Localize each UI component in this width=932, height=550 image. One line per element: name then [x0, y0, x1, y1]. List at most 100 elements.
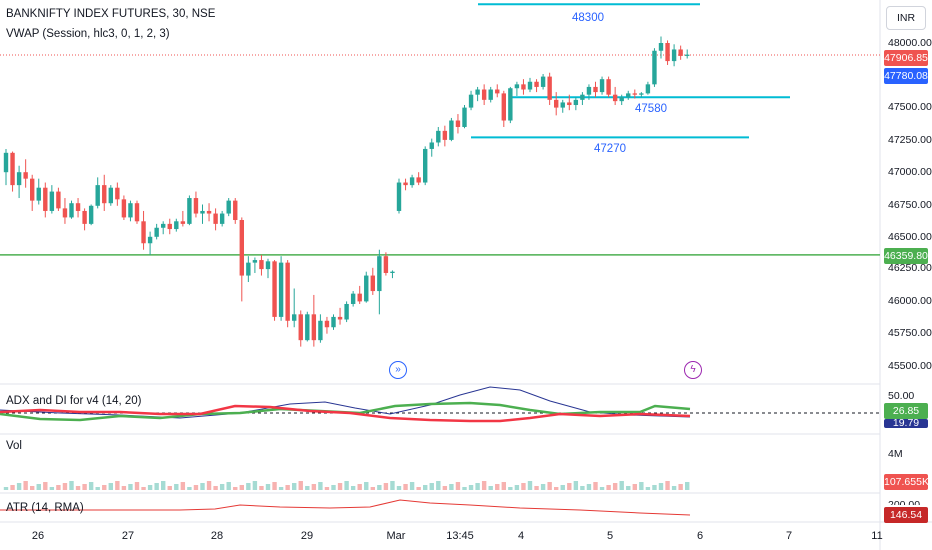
volume-bar	[606, 485, 611, 490]
volume-bar	[147, 485, 153, 490]
volume-bar	[534, 486, 539, 490]
candle-body	[423, 148, 428, 183]
lightning-event-icon[interactable]: ϟ	[684, 361, 702, 379]
price-tick: 46250.00	[888, 262, 932, 274]
adx-tick: 50.00	[888, 390, 915, 402]
volume-bar	[455, 482, 461, 490]
volume-bar	[508, 487, 513, 490]
volume-bar	[468, 485, 474, 490]
volume-bar	[567, 483, 572, 490]
level-47270-label[interactable]: 47270	[594, 143, 626, 155]
volume-bar	[357, 484, 362, 490]
candle-body	[508, 88, 513, 121]
time-label: 26	[31, 530, 45, 542]
volume-bar	[16, 483, 22, 490]
volume-bar	[82, 484, 87, 490]
time-label: 27	[121, 530, 135, 542]
candle-body	[652, 50, 657, 85]
volume-bar	[527, 481, 533, 490]
candle-body	[350, 293, 356, 304]
atr-indicator-label[interactable]: ATR (14, RMA)	[6, 502, 84, 514]
candle-body	[455, 120, 461, 127]
volume-bar	[619, 481, 624, 490]
volume-bar	[298, 481, 303, 490]
candle-body	[468, 94, 474, 108]
symbol-title[interactable]: BANKNIFTY INDEX FUTURES, 30, NSE	[6, 8, 216, 20]
volume-bar	[311, 484, 317, 490]
volume-bar	[429, 483, 434, 490]
volume-bar	[626, 486, 631, 490]
vwap-indicator-label[interactable]: VWAP (Session, hlc3, 0, 1, 2, 3)	[6, 28, 170, 40]
volume-bar	[442, 486, 448, 490]
volume-bar	[462, 487, 467, 490]
candle-body	[121, 199, 127, 218]
candle-body	[586, 86, 592, 95]
time-label: 7	[785, 530, 793, 542]
candle-body	[560, 102, 565, 108]
candle-body	[233, 200, 238, 221]
candle-body	[599, 79, 605, 93]
volume-bar	[521, 483, 526, 490]
volume-bar	[134, 482, 140, 490]
volume-bar	[56, 485, 61, 490]
volume-bar	[364, 482, 369, 490]
candle-body	[462, 107, 467, 127]
volume-bar	[337, 483, 343, 490]
candle-body	[95, 185, 100, 206]
atr-tick: 200.00	[888, 499, 921, 505]
volume-bar	[573, 481, 579, 490]
candle-body	[527, 81, 533, 90]
volume-bar	[423, 485, 428, 490]
volume-bar	[409, 482, 415, 490]
price-tick: 46750.00	[888, 199, 932, 211]
volume-bar	[554, 487, 559, 490]
volume-pane	[3, 481, 690, 490]
candle-body	[481, 89, 487, 100]
candle-body	[436, 130, 441, 143]
volume-bar	[324, 487, 330, 490]
volume-bar	[612, 483, 618, 490]
candle-body	[259, 260, 264, 270]
volume-bar	[115, 481, 120, 490]
price-tick: 47500.00	[888, 101, 932, 113]
candle-body	[88, 205, 94, 224]
candle-body	[521, 84, 526, 90]
candle-body	[573, 99, 579, 106]
level-48300-label[interactable]: 48300	[572, 12, 604, 24]
volume-indicator-label[interactable]: Vol	[6, 440, 22, 452]
hline-price-badge: 46359.80	[884, 248, 928, 264]
volume-bar	[416, 487, 421, 490]
volume-bar	[292, 483, 297, 490]
candle-body	[108, 187, 113, 204]
candle-body	[344, 303, 349, 320]
price-tick: 47250.00	[888, 134, 932, 146]
volume-bar	[632, 484, 637, 490]
candle-body	[16, 172, 22, 186]
candle-body	[292, 314, 297, 321]
volume-bar	[69, 481, 74, 490]
time-label: 28	[210, 530, 224, 542]
candle-body	[56, 191, 61, 209]
volume-bar	[501, 482, 506, 490]
volume-bar	[318, 482, 323, 490]
candle-body	[3, 152, 9, 173]
candle-body	[102, 185, 107, 204]
volume-bar	[383, 483, 389, 490]
candle-body	[134, 203, 140, 222]
currency-button[interactable]: INR	[886, 6, 926, 30]
candle-body	[272, 261, 277, 317]
volume-bar	[187, 487, 192, 490]
volume-bar	[436, 481, 441, 490]
candle-body	[69, 203, 74, 218]
volume-bar	[678, 484, 683, 490]
candle-body	[200, 210, 205, 214]
candle-body	[226, 200, 231, 214]
dividend-event-icon[interactable]: »	[389, 361, 407, 379]
candle-body	[357, 293, 362, 302]
adx-indicator-label[interactable]: ADX and DI for v4 (14, 20)	[6, 395, 142, 407]
level-47580-label[interactable]: 47580	[635, 103, 667, 115]
candle-body	[671, 49, 677, 62]
candle-body	[161, 223, 166, 228]
volume-bar	[639, 482, 644, 490]
